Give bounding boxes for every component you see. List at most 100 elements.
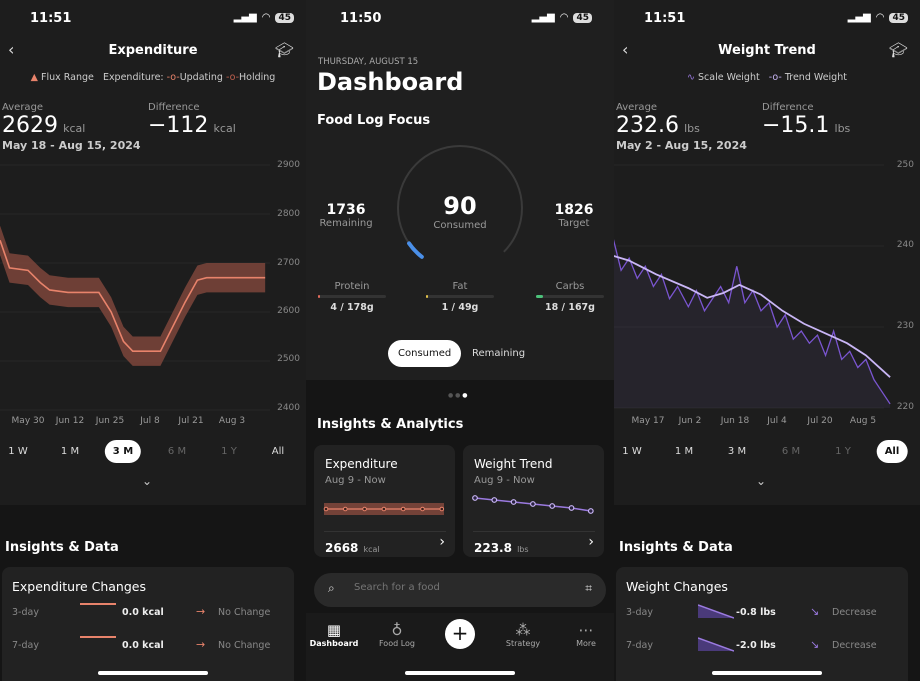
weight-trend-card[interactable]: Weight Trend Aug 9 - Now 223.8 lbs › [463, 445, 604, 557]
timeframe-1m[interactable]: 1 M [674, 446, 694, 457]
insights-section: Insights & Data Weight Changes 3-day -0.8… [614, 505, 920, 681]
timeframe-3m[interactable]: 3 M [727, 446, 747, 457]
difference-stat: −112 kcal [148, 113, 236, 138]
weight-changes-card[interactable]: Weight Changes 3-day -0.8 lbs ↘ Decrease 7-d… [616, 567, 908, 681]
tab-strategy[interactable]: ⁂ Strategy [493, 621, 553, 648]
add-button[interactable]: + [445, 619, 475, 649]
x-tick: Jul 4 [767, 416, 787, 426]
chart-legend: ∿ Scale Weight -o- Trend Weight [614, 72, 920, 83]
average-unit: kcal [63, 122, 86, 135]
flat-sparkline-icon [80, 636, 116, 638]
difference-unit: kcal [213, 122, 236, 135]
back-button[interactable]: ‹ [622, 40, 629, 59]
change-period: 7-day [626, 640, 653, 651]
tab-more[interactable]: ⋯ More [556, 621, 614, 648]
search-input[interactable] [354, 582, 554, 593]
tab-food-log[interactable]: ♁ Food Log [367, 621, 427, 648]
consumed-label: Consumed [433, 220, 487, 231]
page-dots[interactable]: ● ● ● [448, 392, 468, 399]
expenditure-chart[interactable] [0, 150, 306, 430]
food-search-bar[interactable]: ⌕ ⌗ [314, 573, 606, 607]
expenditure-line [0, 240, 266, 352]
timeframe-1w[interactable]: 1 W [622, 446, 642, 457]
expenditure-card[interactable]: Expenditure Aug 9 - Now 2668 kcal › [314, 445, 455, 557]
remaining-value: 1736 [326, 202, 366, 218]
change-value: -2.0 lbs [736, 640, 776, 651]
x-tick: Aug 5 [849, 416, 877, 426]
timeframe-1y[interactable]: 1 Y [221, 446, 237, 457]
timeframe-1w[interactable]: 1 W [8, 446, 28, 457]
timeframe-6m[interactable]: 6 M [781, 446, 801, 457]
status-icons: ▂▄▆ ◠ 45 [848, 12, 908, 23]
y-tick: 2900 [277, 160, 300, 170]
mini-point [472, 495, 478, 501]
card-unit: lbs [517, 545, 529, 554]
difference-value: −15.1 [762, 113, 830, 138]
tab-label: Strategy [505, 639, 541, 648]
average-label: Average [2, 102, 44, 113]
dashboard-icon: ▦ [326, 621, 342, 639]
weight-trend-screen: 11:51 ▂▄▆ ◠ 45 ‹ Weight Trend 🎓︎ ∿ Scale W… [614, 0, 920, 681]
back-button[interactable]: ‹ [8, 40, 15, 59]
change-value: 0.0 kcal [122, 640, 164, 651]
target-value: 1826 [554, 202, 594, 218]
scale-area [614, 241, 891, 408]
consumed-value: 90 [443, 192, 477, 220]
change-period: 3-day [626, 607, 653, 618]
consumed-remaining-toggle: Consumed Remaining [388, 340, 548, 368]
expand-chevron-icon[interactable]: ⌄ [142, 474, 153, 488]
toggle-consumed[interactable]: Consumed [388, 340, 462, 367]
card-stat: 223.8 lbs [474, 537, 529, 556]
x-tick: May 17 [631, 416, 665, 426]
consumed-stat: 90 Consumed [410, 192, 510, 231]
average-value: 232.6 [616, 113, 679, 138]
change-status: Decrease [832, 640, 877, 651]
barcode-scan-icon[interactable]: ⌗ [585, 581, 592, 595]
mini-point [491, 497, 498, 503]
mini-point [400, 506, 406, 512]
battery-icon: 45 [275, 12, 294, 23]
expenditure-screen: 11:51 ▂▄▆ ◠ 45 ‹ Expenditure 🎓︎ ▲ Flux Ran… [0, 0, 306, 681]
expand-chevron-icon[interactable]: ⌄ [756, 474, 767, 488]
timeframe-1m[interactable]: 1 M [60, 446, 80, 457]
expenditure-changes-card[interactable]: Expenditure Changes 3-day 0.0 kcal → No Cha… [2, 567, 294, 681]
updating-marker-icon: -o- [166, 72, 180, 83]
macro-progress-bar [536, 295, 604, 298]
macro-value: 4 / 178g [330, 302, 374, 313]
x-tick: Jul 20 [807, 416, 833, 426]
legend-scale: Scale Weight [698, 72, 760, 83]
graduation-cap-icon[interactable]: 🎓︎ [274, 41, 294, 59]
macro-name: Fat [452, 281, 468, 292]
gauge-track [397, 145, 523, 253]
home-indicator [98, 671, 208, 675]
graduation-cap-icon[interactable]: 🎓︎ [888, 41, 908, 59]
card-value: 2668 [325, 541, 359, 555]
timeframe-6m[interactable]: 6 M [167, 446, 187, 457]
signal-icon: ▂▄▆ [233, 12, 257, 23]
timeframe-3m[interactable]: 3 M [104, 440, 142, 463]
mini-weight-chart [472, 495, 594, 514]
trend-weight-icon: -o- [768, 72, 782, 83]
x-tick: Jul 8 [140, 416, 160, 426]
timeframe-1y[interactable]: 1 Y [835, 446, 851, 457]
timeframe-all[interactable]: All [876, 440, 908, 463]
insights-title: Insights & Analytics [317, 417, 464, 432]
tab-dashboard[interactable]: ▦ Dashboard [306, 621, 364, 648]
plus-icon: + [451, 621, 469, 645]
home-indicator [712, 671, 822, 675]
mini-point [420, 506, 425, 512]
toggle-remaining[interactable]: Remaining [472, 348, 526, 359]
card-range: Aug 9 - Now [474, 475, 535, 486]
timeframe-all[interactable]: All [271, 446, 285, 457]
x-tick: Jun 25 [95, 416, 125, 426]
y-tick: 220 [896, 402, 914, 412]
weight-chart[interactable] [614, 150, 920, 430]
mini-point [343, 506, 348, 512]
tab-label: Food Log [378, 639, 415, 648]
mini-point [362, 506, 367, 512]
macro-value: 18 / 167g [545, 302, 595, 313]
status-time: 11:51 [30, 11, 72, 26]
legend-trend: Trend Weight [784, 72, 847, 83]
calorie-gauge[interactable] [390, 140, 530, 270]
y-tick: 2400 [277, 403, 300, 413]
